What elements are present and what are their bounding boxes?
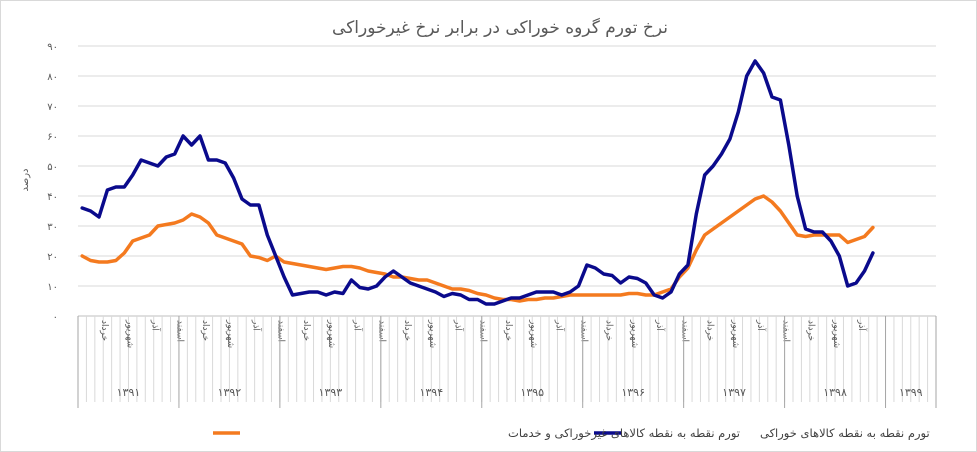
x-tick-label: آذر <box>553 319 565 331</box>
x-tick-label: شهریور <box>225 319 235 348</box>
x-axis: خرداد شهریور آذر اسفند ۱۳۹۱ خرداد شهریور آذر اسف… <box>77 315 937 408</box>
x-tick-label: آذر <box>654 319 666 331</box>
x-tick-label: خرداد <box>705 320 715 341</box>
x-tick-label: اسفند <box>780 320 790 342</box>
y-tick-label: ۵۰ <box>47 162 58 173</box>
y-tick-labels: ۰ ۱۰ ۲۰ ۳۰ ۴۰ ۵۰ ۶۰ ۷۰ ۸۰ ۹۰ <box>47 42 58 323</box>
year-label: ۱۳۹۳ <box>319 386 343 399</box>
x-tick-label: شهریور <box>831 319 841 348</box>
y-tick-label: ۲۰ <box>47 252 58 263</box>
legend-label: تورم نقطه به نقطه کالاهای غیرخوراکی و خد… <box>508 426 740 441</box>
x-tick-label: آذر <box>250 319 262 331</box>
x-tick-label: آذر <box>150 319 162 331</box>
x-tick-label: اسفند <box>679 320 689 342</box>
x-tick-label: خرداد <box>301 320 311 341</box>
x-tick-label: شهریور <box>124 319 134 348</box>
chart-title: نرخ تورم گروه خوراکی در برابر نرخ غیرخور… <box>332 17 668 38</box>
legend-label: تورم نقطه به نقطه کالاهای خوراکی <box>760 426 930 441</box>
food-inflation-line <box>80 59 875 306</box>
y-tick-label: ۳۰ <box>47 222 58 233</box>
year-label: ۱۳۹۴ <box>419 386 443 399</box>
year-label: ۱۳۹۲ <box>218 386 242 399</box>
x-tick-label: آذر <box>452 319 464 331</box>
x-tick-label: شهریور <box>427 319 437 348</box>
x-tick-label: اسفند <box>579 320 589 342</box>
y-tick-label: ۷۰ <box>47 102 58 113</box>
gridlines <box>78 45 936 317</box>
x-tick-label: خرداد <box>503 320 513 341</box>
y-tick-label: ۴۰ <box>47 192 58 203</box>
y-tick-label: ۸۰ <box>47 72 58 83</box>
x-tick-label: شهریور <box>326 319 336 348</box>
nonfood-inflation-line <box>80 194 875 303</box>
y-tick-label: ۶۰ <box>47 132 58 143</box>
x-tick-label: خرداد <box>200 320 210 341</box>
y-axis-label: درصد <box>20 168 31 191</box>
year-label: ۱۳۹۸ <box>823 386 847 399</box>
x-tick-label: آذر <box>755 319 767 331</box>
y-tick-label: ۱۰ <box>47 282 58 293</box>
legend: تورم نقطه به نقطه کالاهای خوراکی تورم نقط… <box>213 426 930 441</box>
x-tick-label: شهریور <box>629 319 639 348</box>
x-tick-label: خرداد <box>402 320 412 341</box>
x-tick-label: اسفند <box>175 320 185 342</box>
y-tick-label: ۹۰ <box>47 42 58 53</box>
year-label: ۱۳۹۶ <box>621 386 645 399</box>
x-tick-label: شهریور <box>528 319 538 348</box>
year-label: ۱۳۹۵ <box>520 386 544 399</box>
x-tick-label: اسفند <box>478 320 488 342</box>
x-tick-label: شهریور <box>730 319 740 348</box>
x-tick-label: خرداد <box>604 320 614 341</box>
x-tick-label: خرداد <box>99 320 109 341</box>
x-tick-label: اسفند <box>276 320 286 342</box>
x-tick-label: اسفند <box>377 320 387 342</box>
legend-item-nonfood: تورم نقطه به نقطه کالاهای غیرخوراکی و خد… <box>213 426 740 441</box>
year-label: ۱۳۹۱ <box>117 386 141 399</box>
year-label: ۱۳۹۷ <box>722 386 746 399</box>
series-lines <box>80 59 875 306</box>
y-tick-label: ۰ <box>53 312 58 323</box>
legend-item-food: تورم نقطه به نقطه کالاهای خوراکی <box>594 426 930 441</box>
x-tick-label: آذر <box>351 319 363 331</box>
x-tick-label: خرداد <box>806 320 816 341</box>
x-tick-label: آذر <box>856 319 868 331</box>
year-label: ۱۳۹۹ <box>899 386 923 399</box>
